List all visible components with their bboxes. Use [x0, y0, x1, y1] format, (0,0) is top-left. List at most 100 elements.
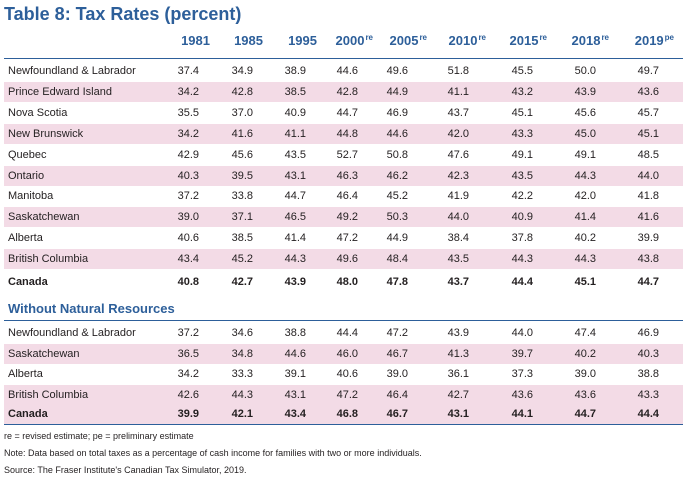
table-cell: 37.4 — [177, 65, 199, 77]
table-cell: 40.6 — [336, 368, 358, 380]
table-cell: 39.9 — [177, 408, 199, 420]
table-cell: 43.5 — [284, 149, 306, 161]
table-cell: 39.7 — [511, 348, 533, 360]
table-cell: 43.9 — [574, 86, 596, 98]
table-row: Alberta 40.6 38.5 41.4 47.2 44.9 38.4 37.8 40.2 3… — [4, 228, 683, 248]
table-cell: 46.4 — [386, 389, 408, 401]
table-cell: 42.8 — [336, 86, 358, 98]
table-cell: 47.2 — [336, 389, 358, 401]
row-label: Saskatchewan — [8, 211, 80, 223]
table-cell: 45.1 — [511, 107, 533, 119]
table-cell: 37.0 — [231, 107, 253, 119]
table-cell: 42.6 — [177, 389, 199, 401]
table-cell: 42.7 — [447, 389, 469, 401]
table-cell: 46.9 — [386, 107, 408, 119]
table-cell: 35.5 — [177, 107, 199, 119]
total-row: Canada 40.8 42.7 43.9 48.0 47.8 43.7 44.4 45.1 44… — [4, 272, 683, 292]
table-cell: 44.3 — [284, 253, 306, 265]
table-cell: 49.1 — [574, 149, 596, 161]
column-header-2010: 2010re — [448, 33, 486, 48]
table-cell: 43.3 — [637, 389, 659, 401]
table-cell: 47.2 — [386, 327, 408, 339]
table-cell: 43.2 — [511, 86, 533, 98]
table-cell: 39.1 — [284, 368, 306, 380]
table-cell: 41.4 — [284, 232, 306, 244]
table-row: Ontario 40.3 39.5 43.1 46.3 46.2 42.3 43.5 44.3 4… — [4, 166, 683, 186]
column-header-1981: 1981 — [181, 33, 210, 48]
table-cell: 43.9 — [284, 276, 306, 288]
table-cell: 44.9 — [386, 232, 408, 244]
table-cell: 41.9 — [447, 190, 469, 202]
table-cell: 44.3 — [231, 389, 253, 401]
table-cell: 46.5 — [284, 211, 306, 223]
column-header-superscript: pe — [664, 33, 674, 42]
table-cell: 39.5 — [231, 170, 253, 182]
table-cell: 43.5 — [447, 253, 469, 265]
table-cell: 44.3 — [511, 253, 533, 265]
table-cell: 45.2 — [386, 190, 408, 202]
table-cell: 49.6 — [336, 253, 358, 265]
source-note: Source: The Fraser Institute's Canadian … — [4, 465, 247, 475]
table-cell: 49.7 — [637, 65, 659, 77]
table-cell: 44.7 — [284, 190, 306, 202]
table-cell: 34.9 — [231, 65, 253, 77]
table-cell: 42.0 — [574, 190, 596, 202]
table-cell: 40.3 — [177, 170, 199, 182]
column-header-1995: 1995 — [288, 33, 317, 48]
row-label: British Columbia — [8, 253, 89, 265]
table-cell: 44.7 — [637, 276, 659, 288]
table-row: Newfoundland & Labrador 37.2 34.6 38.8 44.4 4… — [4, 323, 683, 343]
table-cell: 38.4 — [447, 232, 469, 244]
table-cell: 44.6 — [284, 348, 306, 360]
table-cell: 38.8 — [284, 327, 306, 339]
table-cell: 46.8 — [336, 408, 358, 420]
table-cell: 46.3 — [336, 170, 358, 182]
row-label: Canada — [8, 276, 48, 288]
column-header-superscript: re — [601, 33, 609, 42]
table-cell: 42.7 — [231, 276, 253, 288]
table-cell: 46.4 — [336, 190, 358, 202]
table-cell: 40.8 — [177, 276, 199, 288]
row-label: Alberta — [8, 232, 43, 244]
table-cell: 43.1 — [284, 389, 306, 401]
column-header-superscript: re — [478, 33, 486, 42]
table-cell: 42.9 — [177, 149, 199, 161]
column-header-2018: 2018re — [571, 33, 609, 48]
table-cell: 44.0 — [511, 327, 533, 339]
table-cell: 34.2 — [177, 368, 199, 380]
table-cell: 46.7 — [386, 348, 408, 360]
table-cell: 43.8 — [637, 253, 659, 265]
table-cell: 43.7 — [447, 107, 469, 119]
table-cell: 38.8 — [637, 368, 659, 380]
table-cell: 37.2 — [177, 190, 199, 202]
table-cell: 38.9 — [284, 65, 306, 77]
table-cell: 36.5 — [177, 348, 199, 360]
table-row: New Brunswick 34.2 41.6 41.1 44.8 44.6 42.0 43.… — [4, 124, 683, 144]
table-title: Table 8: Tax Rates (percent) — [4, 4, 242, 24]
table-cell: 48.4 — [386, 253, 408, 265]
column-header-superscript: re — [539, 33, 547, 42]
table-cell: 45.0 — [574, 128, 596, 140]
table-row: British Columbia 42.6 44.3 43.1 47.2 46.4 42.7… — [4, 385, 683, 405]
table-cell: 34.8 — [231, 348, 253, 360]
table-cell: 46.0 — [336, 348, 358, 360]
table-cell: 41.4 — [574, 211, 596, 223]
table-cell: 43.4 — [284, 408, 306, 420]
table-cell: 47.6 — [447, 149, 469, 161]
table-row: British Columbia 43.4 45.2 44.3 49.6 48.4 43.5… — [4, 249, 683, 269]
row-label: Ontario — [8, 170, 45, 182]
table-cell: 44.6 — [386, 128, 408, 140]
table-cell: 43.3 — [511, 128, 533, 140]
column-header-2015: 2015re — [509, 33, 547, 48]
table-cell: 40.6 — [177, 232, 199, 244]
table-cell: 38.5 — [231, 232, 253, 244]
table-cell: 41.3 — [447, 348, 469, 360]
table-cell: 45.7 — [637, 107, 659, 119]
table-cell: 44.7 — [574, 408, 596, 420]
row-label: Saskatchewan — [8, 348, 80, 360]
table-cell: 39.0 — [574, 368, 596, 380]
table-cell: 43.6 — [637, 86, 659, 98]
table-cell: 44.3 — [574, 253, 596, 265]
table-cell: 50.0 — [574, 65, 596, 77]
table-cell: 45.5 — [511, 65, 533, 77]
